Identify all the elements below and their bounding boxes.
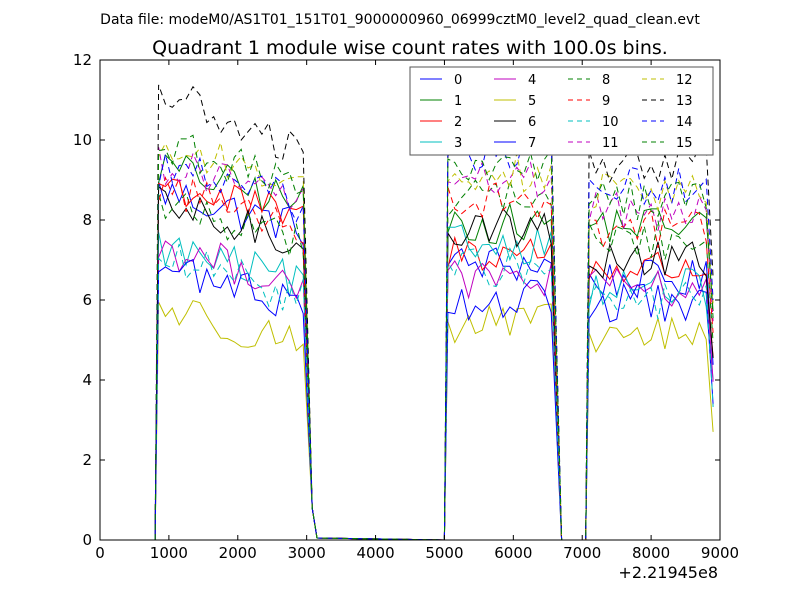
series-line-8 <box>154 178 714 540</box>
y-tick-label: 10 <box>73 131 92 149</box>
y-tick-label: 6 <box>82 291 92 309</box>
y-tick-label: 0 <box>82 531 92 549</box>
legend-frame <box>409 66 714 156</box>
series-line-0 <box>154 181 714 540</box>
series-line-5 <box>154 300 714 540</box>
y-tick-label: 12 <box>73 51 92 69</box>
series-line-7 <box>154 258 714 540</box>
legend-label-2: 2 <box>454 115 462 130</box>
legend-label-10: 10 <box>602 115 619 130</box>
series-line-1 <box>154 154 714 540</box>
y-tick-label: 8 <box>82 211 92 229</box>
x-tick-label: 5000 <box>425 544 463 562</box>
legend-label-0: 0 <box>454 73 462 88</box>
x-tick-label: 3000 <box>288 544 326 562</box>
legend-label-6: 6 <box>528 115 536 130</box>
legend-label-11: 11 <box>602 136 619 151</box>
legend-label-13: 13 <box>676 94 693 109</box>
x-tick-label: 8000 <box>632 544 670 562</box>
y-tick-label: 2 <box>82 451 92 469</box>
series-line-14 <box>154 134 714 540</box>
series-line-9 <box>154 176 714 540</box>
legend-label-7: 7 <box>528 136 536 151</box>
x-tick-label: 7000 <box>563 544 601 562</box>
x-offset-label: +2.21945e8 <box>618 563 718 582</box>
series-line-6 <box>154 186 714 540</box>
legend-label-8: 8 <box>602 73 610 88</box>
axes-layer: 0 1000 2000 3000 4000 5000 6000 7000 8000 9000 0 2 4… <box>73 51 739 562</box>
x-tick-label: 9000 <box>701 544 739 562</box>
series-line-11 <box>154 147 714 540</box>
x-tick-label: 1000 <box>150 544 188 562</box>
series-layer <box>154 84 714 540</box>
legend-label-4: 4 <box>528 73 536 88</box>
x-tick-label: 6000 <box>494 544 532 562</box>
x-tick-label: 0 <box>95 544 105 562</box>
chart-title: Quadrant 1 module wise count rates with … <box>152 37 668 59</box>
legend-label-15: 15 <box>676 136 693 151</box>
legend-label-9: 9 <box>602 94 610 109</box>
series-line-12 <box>154 140 714 540</box>
datafile-label: Data file: modeM0/AS1T01_151T01_90000009… <box>100 12 700 28</box>
x-tick-label: 2000 <box>219 544 257 562</box>
series-line-15 <box>154 134 714 540</box>
legend-label-5: 5 <box>528 94 536 109</box>
legend-label-1: 1 <box>454 94 462 109</box>
series-line-3 <box>154 224 714 540</box>
legend-label-3: 3 <box>454 136 462 151</box>
y-tick-label: 4 <box>82 371 92 389</box>
legend-label-12: 12 <box>676 73 693 88</box>
legend-label-14: 14 <box>676 115 693 130</box>
x-tick-label: 4000 <box>356 544 394 562</box>
series-line-4 <box>154 240 714 540</box>
